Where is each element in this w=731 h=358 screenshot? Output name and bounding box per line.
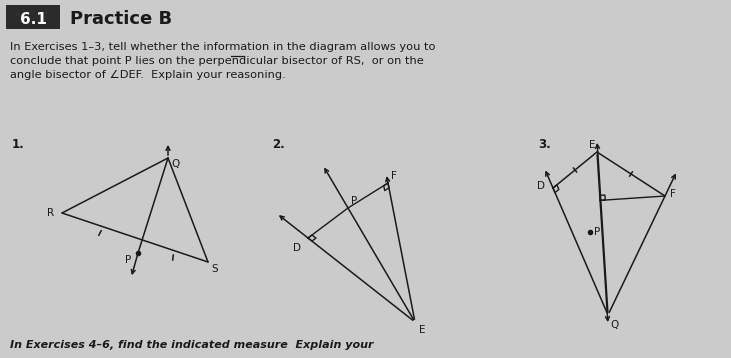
Text: P: P — [351, 196, 357, 206]
Text: 1.: 1. — [12, 138, 25, 151]
Text: P: P — [125, 255, 131, 265]
Text: conclude that point P lies on the perpendicular bisector of RS,  or on the: conclude that point P lies on the perpen… — [10, 56, 424, 66]
Text: D: D — [293, 243, 301, 253]
Text: P: P — [594, 227, 600, 237]
Text: 6.1: 6.1 — [20, 11, 47, 26]
Text: R: R — [47, 208, 54, 218]
Text: F: F — [391, 171, 397, 181]
Text: Q: Q — [171, 159, 179, 169]
Text: Practice B: Practice B — [70, 10, 172, 28]
Text: S: S — [211, 264, 218, 274]
Text: E: E — [419, 325, 425, 335]
Text: F: F — [670, 189, 676, 199]
Text: E: E — [588, 140, 595, 150]
Text: In Exercises 1–3, tell whether the information in the diagram allows you to: In Exercises 1–3, tell whether the infor… — [10, 42, 436, 52]
FancyBboxPatch shape — [6, 5, 60, 29]
Text: D: D — [537, 181, 545, 191]
Text: 2.: 2. — [272, 138, 285, 151]
Text: angle bisector of ∠DEF.  Explain your reasoning.: angle bisector of ∠DEF. Explain your rea… — [10, 70, 286, 80]
Text: Q: Q — [610, 320, 618, 330]
Text: In Exercises 4–6, find the indicated measure  Explain your: In Exercises 4–6, find the indicated mea… — [10, 340, 374, 350]
Text: 3.: 3. — [538, 138, 550, 151]
